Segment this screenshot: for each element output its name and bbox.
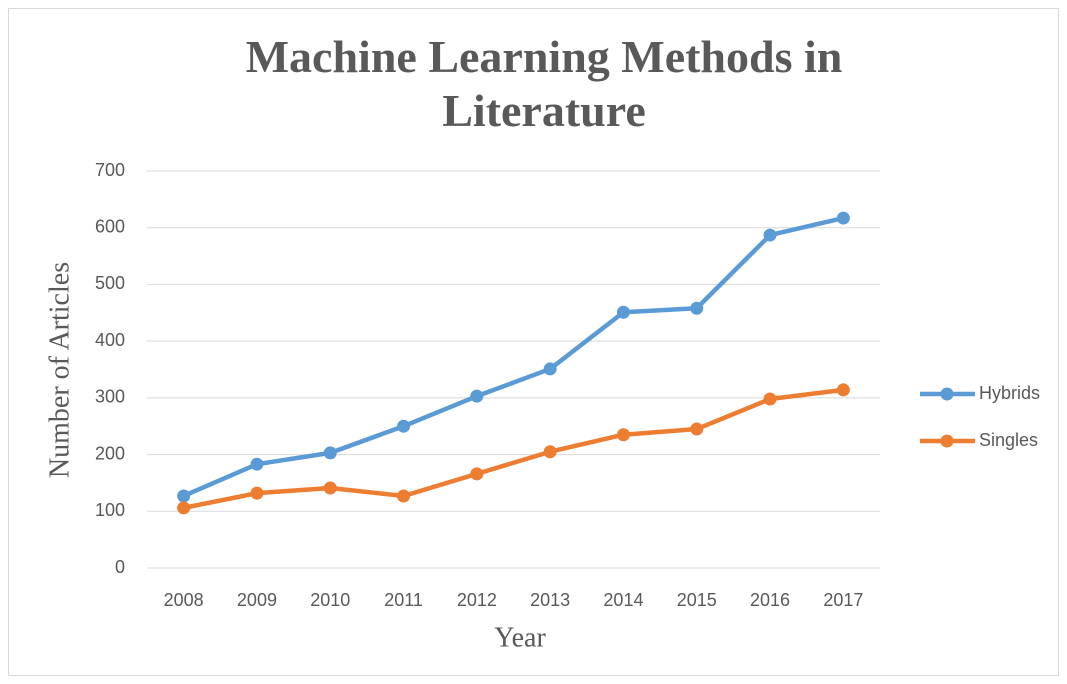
data-point <box>323 481 337 495</box>
x-tick-label: 2010 <box>310 590 350 610</box>
y-tick-label: 100 <box>95 500 125 520</box>
x-tick-label: 2008 <box>164 590 204 610</box>
legend-marker <box>940 434 954 448</box>
chart-title: Machine Learning Methods in Literature <box>245 31 843 136</box>
y-tick-label: 500 <box>95 273 125 293</box>
x-tick-label: 2013 <box>530 590 570 610</box>
series-line <box>183 387 844 511</box>
x-tick-label: 2011 <box>384 590 423 610</box>
legend-label: Hybrids <box>979 383 1040 403</box>
chart-border <box>8 8 1059 676</box>
data-point <box>177 501 191 515</box>
data-point <box>543 445 557 459</box>
x-tick-label: 2017 <box>823 590 863 610</box>
x-tick-label: 2015 <box>677 590 717 610</box>
x-axis-label: Year <box>494 622 546 653</box>
data-point <box>616 428 630 442</box>
x-tick-label: 2009 <box>237 590 277 610</box>
data-point <box>323 446 337 460</box>
legend-marker <box>940 387 954 401</box>
data-point <box>250 486 264 500</box>
y-axis-label: Number of Articles <box>44 262 75 478</box>
y-tick-label: 400 <box>95 330 125 350</box>
data-point <box>690 301 704 315</box>
x-tick-label: 2012 <box>457 590 497 610</box>
data-point <box>543 362 557 376</box>
data-point <box>397 419 411 433</box>
data-point <box>470 467 484 481</box>
data-point <box>250 457 264 471</box>
x-tick-label: 2016 <box>750 590 790 610</box>
data-point <box>763 228 777 242</box>
data-point <box>836 211 850 225</box>
legend-label: Singles <box>979 430 1038 450</box>
data-point <box>690 422 704 436</box>
data-point <box>397 489 411 503</box>
y-tick-label: 0 <box>115 557 125 577</box>
y-tick-label: 600 <box>95 216 125 236</box>
data-point <box>616 305 630 319</box>
data-point <box>470 389 484 403</box>
x-tick-label: 2014 <box>603 590 643 610</box>
y-tick-label: 700 <box>95 160 125 180</box>
data-point <box>763 392 777 406</box>
data-point <box>177 489 191 503</box>
data-point <box>836 383 850 397</box>
series-line <box>182 215 844 499</box>
y-tick-label: 200 <box>95 443 125 463</box>
y-tick-label: 300 <box>95 387 125 407</box>
